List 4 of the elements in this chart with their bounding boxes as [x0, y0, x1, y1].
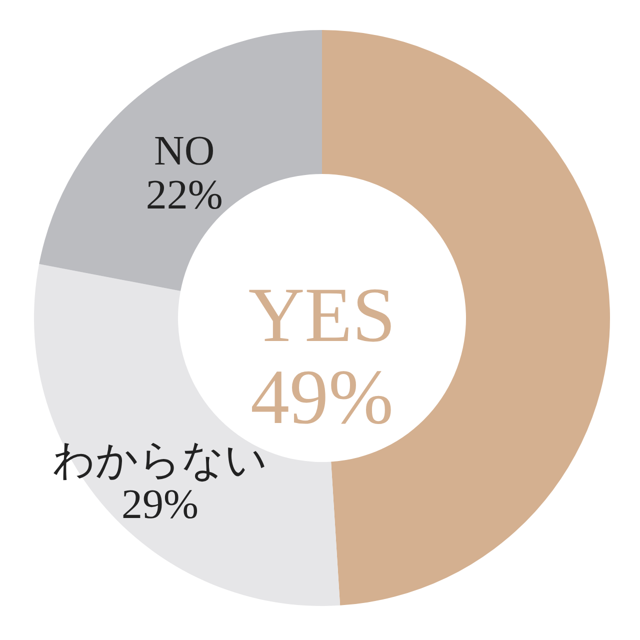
- slice-label: NO: [154, 128, 215, 175]
- data-label: 29%: [121, 482, 198, 528]
- data-label: 22%: [146, 172, 223, 219]
- slice-label: わからない: [52, 438, 268, 484]
